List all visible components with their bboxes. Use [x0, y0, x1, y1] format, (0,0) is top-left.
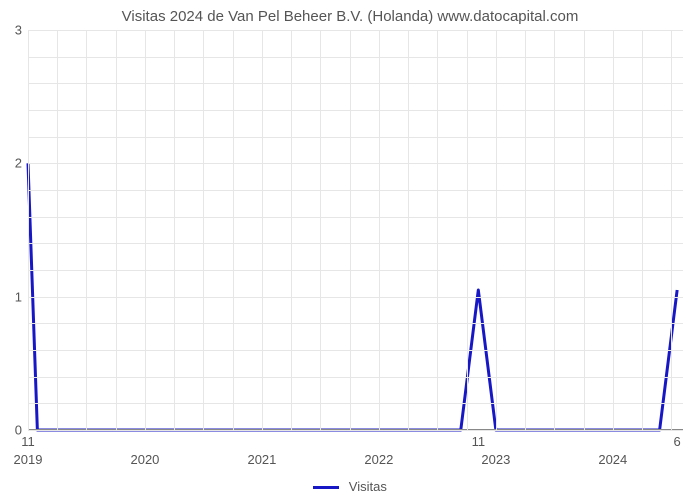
- x-minor-gridline: [467, 30, 468, 430]
- x-minor-gridline: [554, 30, 555, 430]
- y-gridline: [28, 297, 683, 298]
- x-gridline: [262, 30, 263, 430]
- x-extra-label: 6: [674, 434, 681, 449]
- x-tick-label: 2020: [130, 452, 159, 467]
- y-gridline: [28, 163, 683, 164]
- x-minor-gridline: [57, 30, 58, 430]
- line-series-svg: [28, 30, 683, 430]
- x-tick-label: 2019: [14, 452, 43, 467]
- legend-label: Visitas: [349, 479, 387, 494]
- y-minor-gridline: [28, 377, 683, 378]
- y-minor-gridline: [28, 83, 683, 84]
- legend-swatch: [313, 486, 339, 489]
- y-gridline: [28, 430, 683, 431]
- x-tick-label: 2023: [481, 452, 510, 467]
- x-minor-gridline: [116, 30, 117, 430]
- x-minor-gridline: [291, 30, 292, 430]
- x-tick-label: 2022: [364, 452, 393, 467]
- chart-container: Visitas 2024 de Van Pel Beheer B.V. (Hol…: [0, 0, 700, 500]
- x-extra-label: 11: [472, 434, 486, 449]
- x-minor-gridline: [525, 30, 526, 430]
- x-gridline: [28, 30, 29, 430]
- x-minor-gridline: [408, 30, 409, 430]
- y-minor-gridline: [28, 137, 683, 138]
- y-minor-gridline: [28, 403, 683, 404]
- y-minor-gridline: [28, 323, 683, 324]
- y-minor-gridline: [28, 270, 683, 271]
- chart-title: Visitas 2024 de Van Pel Beheer B.V. (Hol…: [0, 8, 700, 25]
- y-minor-gridline: [28, 190, 683, 191]
- x-minor-gridline: [584, 30, 585, 430]
- x-minor-gridline: [233, 30, 234, 430]
- y-tick-label: 3: [15, 23, 22, 38]
- y-minor-gridline: [28, 243, 683, 244]
- x-minor-gridline: [437, 30, 438, 430]
- y-gridline: [28, 30, 683, 31]
- y-minor-gridline: [28, 217, 683, 218]
- x-minor-gridline: [203, 30, 204, 430]
- x-minor-gridline: [671, 30, 672, 430]
- x-extra-label: 11: [21, 434, 35, 449]
- x-minor-gridline: [642, 30, 643, 430]
- x-gridline: [613, 30, 614, 430]
- x-minor-gridline: [174, 30, 175, 430]
- x-gridline: [379, 30, 380, 430]
- plot-area: 012320192020202120222023202411116: [28, 30, 683, 430]
- x-tick-label: 2024: [598, 452, 627, 467]
- x-minor-gridline: [350, 30, 351, 430]
- x-gridline: [145, 30, 146, 430]
- x-minor-gridline: [86, 30, 87, 430]
- x-tick-label: 2021: [247, 452, 276, 467]
- y-tick-label: 2: [15, 156, 22, 171]
- x-minor-gridline: [320, 30, 321, 430]
- y-tick-label: 1: [15, 289, 22, 304]
- y-minor-gridline: [28, 110, 683, 111]
- x-gridline: [496, 30, 497, 430]
- y-minor-gridline: [28, 57, 683, 58]
- y-minor-gridline: [28, 350, 683, 351]
- legend: Visitas: [0, 479, 700, 494]
